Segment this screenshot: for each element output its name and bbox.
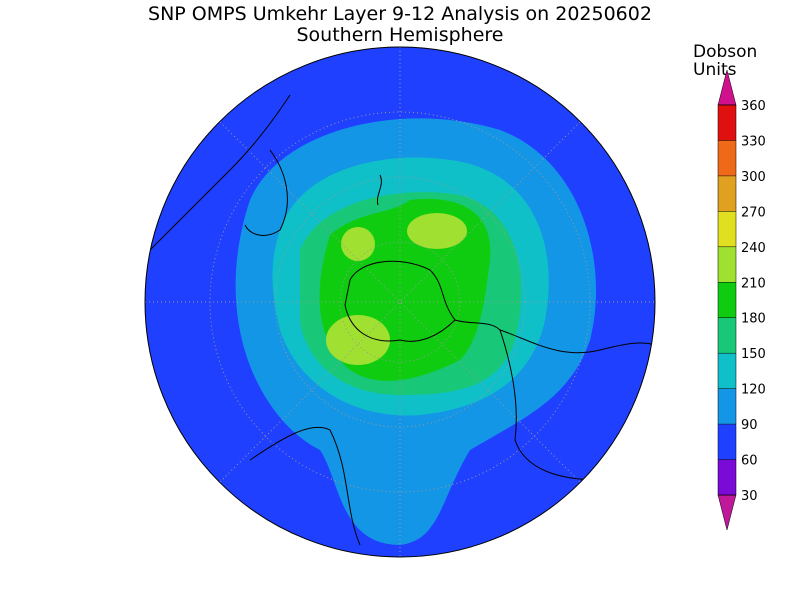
colorbar-tick-label: 120 [741,383,766,398]
colorbar-band [718,424,736,460]
colorbar-band [718,246,736,283]
colorbar-tick-label: 150 [741,347,766,362]
colorbar-tick-label: 30 [741,489,758,504]
colorbar-tick-label: 60 [741,454,758,469]
colorbar-band [718,388,736,425]
colorbar-tick-label: 240 [741,241,766,256]
colorbar-band [718,105,736,141]
map-border [144,46,656,558]
colorbar-band [718,317,736,354]
colorbar-tick-label: 360 [741,99,766,114]
colorbar-band [718,282,736,318]
colorbar-band [718,211,736,247]
colorbar-tick-label: 270 [741,205,766,220]
colorbar-tick-label: 210 [741,276,766,291]
colorbar-tick-label: 90 [741,418,758,433]
colorbar-tick-label: 300 [741,170,766,185]
colorbar-band [718,459,736,495]
colorbar-tick-label: 180 [741,312,766,327]
units-label: Units [693,60,737,80]
colorbar-band [718,140,736,176]
title: SNP OMPS Umkehr Layer 9-12 Analysis on 2… [148,3,652,25]
polar-map [145,47,655,557]
colorbar: 30 60 90 120 150 180 210 240 270 300 330 360 [717,69,766,531]
colorbar-under [717,494,737,531]
colorbar-band [718,353,736,389]
units-label: Dobson [693,42,757,62]
colorbar-tick-label: 330 [741,134,766,149]
colorbar-band [718,175,736,212]
subtitle: Southern Hemisphere [296,24,503,46]
